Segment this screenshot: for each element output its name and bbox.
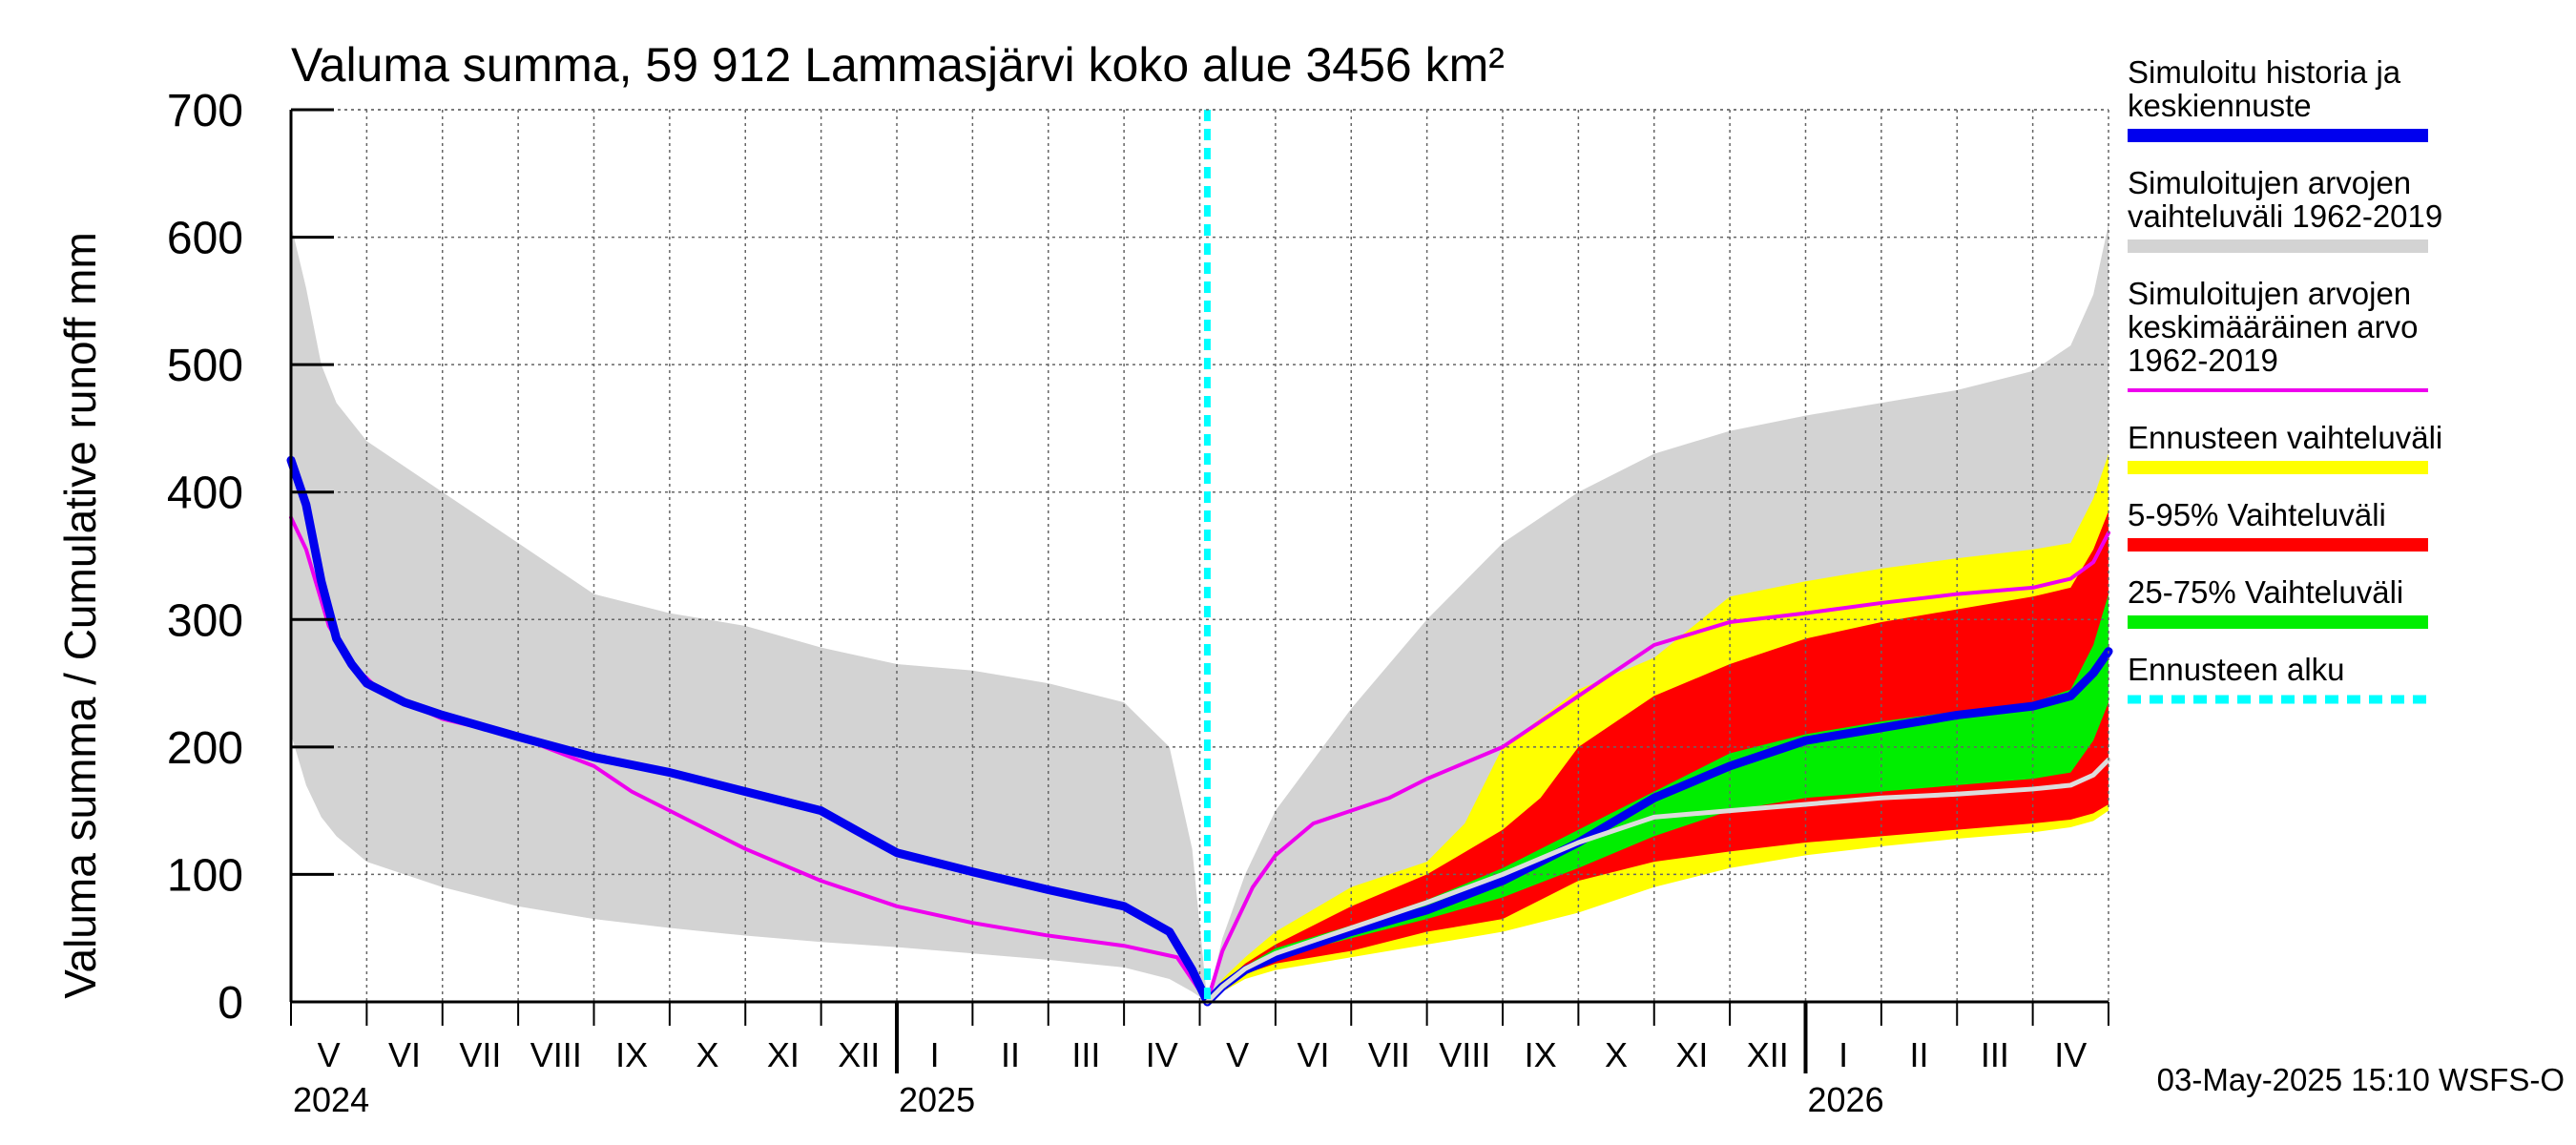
x-month-label: VII (459, 1035, 501, 1074)
x-month-label: II (1910, 1035, 1929, 1074)
x-month-label: III (1071, 1035, 1100, 1074)
legend-label: vaihteluväli 1962-2019 (2128, 198, 2442, 234)
y-tick-label: 200 (167, 723, 243, 774)
x-month-label: V (318, 1035, 341, 1074)
x-month-label: X (1605, 1035, 1628, 1074)
y-tick-label: 400 (167, 468, 243, 519)
legend-item-5-95-vaihteluv-li: 5-95% Vaihteluväli (2128, 497, 2428, 552)
legend-label: 5-95% Vaihteluväli (2128, 497, 2386, 532)
y-tick-label: 0 (218, 978, 243, 1029)
x-year-label: 2025 (899, 1080, 975, 1119)
legend-label: 25-75% Vaihteluväli (2128, 574, 2403, 610)
line-median-grey (1204, 757, 2111, 1005)
legend-label: Simuloitujen arvojen (2128, 165, 2411, 200)
legend-label: Simuloitujen arvojen (2128, 276, 2411, 311)
legend-label: 1962-2019 (2128, 343, 2278, 378)
x-month-label: IX (615, 1035, 648, 1074)
line-layer (286, 110, 2113, 1007)
x-month-label: VI (388, 1035, 421, 1074)
timestamp: 03-May-2025 15:10 WSFS-O (2157, 1062, 2565, 1097)
x-month-label: II (1001, 1035, 1020, 1074)
legend-label: Ennusteen alku (2128, 652, 2345, 687)
y-tick-label: 600 (167, 214, 243, 264)
x-month-label: IV (2054, 1035, 2087, 1074)
x-month-label: I (930, 1035, 940, 1074)
x-month-label: XI (767, 1035, 800, 1074)
x-year-label: 2026 (1808, 1080, 1884, 1119)
legend-item-ennusteen-vaihteluv-li: Ennusteen vaihteluväli (2128, 420, 2442, 474)
line-simuloitu-historia-ja-keskiennuste (286, 455, 2113, 1007)
x-month-label: VIII (1439, 1035, 1490, 1074)
y-axis-label: Valuma summa / Cumulative runoff mm (55, 232, 105, 999)
y-tick-label: 700 (167, 86, 243, 136)
x-month-label: XI (1675, 1035, 1708, 1074)
x-month-label: X (696, 1035, 719, 1074)
chart-title: Valuma summa, 59 912 Lammasjärvi koko al… (291, 38, 1505, 92)
y-tick-label: 300 (167, 595, 243, 646)
x-month-label: IX (1525, 1035, 1557, 1074)
legend-item-ennusteen-alku: Ennusteen alku (2128, 652, 2428, 704)
legend-label: Ennusteen vaihteluväli (2128, 420, 2442, 455)
x-month-label: XII (1747, 1035, 1789, 1074)
legend: Simuloitu historia jakeskiennusteSimuloi… (2128, 54, 2442, 704)
x-month-label: VII (1368, 1035, 1410, 1074)
x-month-label: VIII (530, 1035, 582, 1074)
y-tick-label: 100 (167, 850, 243, 901)
legend-item-25-75-vaihteluv-li: 25-75% Vaihteluväli (2128, 574, 2428, 629)
x-month-label: I (1839, 1035, 1848, 1074)
x-year-label: 2024 (293, 1080, 369, 1119)
legend-label: Simuloitu historia ja (2128, 54, 2401, 90)
x-month-label: V (1226, 1035, 1249, 1074)
legend-label: keskiennuste (2128, 88, 2312, 123)
x-month-label: IV (1146, 1035, 1178, 1074)
x-month-label: VI (1298, 1035, 1330, 1074)
legend-label: keskimääräinen arvo (2128, 309, 2418, 344)
band-5-95-vaihteluv-li (1207, 510, 2109, 1002)
x-month-label: III (1981, 1035, 2009, 1074)
y-tick-label: 500 (167, 341, 243, 391)
x-month-label: XII (838, 1035, 880, 1074)
